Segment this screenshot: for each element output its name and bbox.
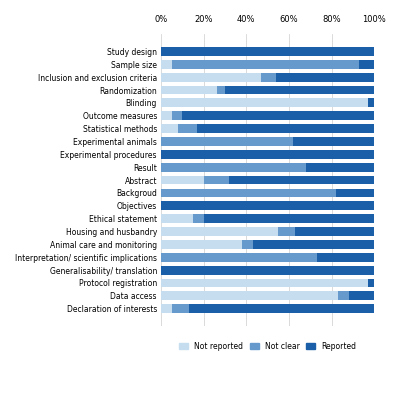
Bar: [161, 279, 368, 287]
Bar: [172, 60, 359, 69]
Bar: [161, 124, 178, 133]
Bar: [161, 47, 374, 56]
Bar: [293, 137, 374, 146]
Bar: [172, 304, 189, 313]
Bar: [161, 227, 278, 236]
Bar: [278, 227, 295, 236]
Bar: [161, 163, 306, 172]
Bar: [295, 227, 374, 236]
Bar: [161, 111, 172, 120]
Bar: [161, 189, 336, 197]
Bar: [161, 150, 374, 159]
Bar: [161, 60, 172, 69]
Bar: [368, 99, 374, 107]
Bar: [161, 176, 204, 184]
Bar: [204, 176, 229, 184]
Bar: [193, 214, 204, 223]
Bar: [161, 266, 374, 274]
Legend: Not reported, Not clear, Reported: Not reported, Not clear, Reported: [176, 339, 359, 354]
Bar: [161, 253, 317, 262]
Bar: [359, 60, 374, 69]
Bar: [276, 73, 374, 81]
Bar: [161, 240, 242, 249]
Bar: [242, 240, 253, 249]
Bar: [178, 124, 197, 133]
Bar: [229, 176, 374, 184]
Bar: [182, 111, 374, 120]
Bar: [189, 304, 374, 313]
Bar: [161, 86, 217, 94]
Bar: [261, 73, 276, 81]
Bar: [217, 86, 225, 94]
Bar: [161, 73, 261, 81]
Bar: [161, 292, 338, 300]
Bar: [161, 137, 293, 146]
Bar: [204, 214, 374, 223]
Bar: [336, 189, 374, 197]
Bar: [306, 163, 374, 172]
Bar: [338, 292, 348, 300]
Bar: [161, 99, 368, 107]
Bar: [348, 292, 374, 300]
Bar: [225, 86, 374, 94]
Bar: [172, 111, 182, 120]
Bar: [197, 124, 374, 133]
Bar: [368, 279, 374, 287]
Bar: [161, 304, 172, 313]
Bar: [253, 240, 374, 249]
Bar: [317, 253, 374, 262]
Bar: [161, 202, 374, 210]
Bar: [161, 214, 193, 223]
